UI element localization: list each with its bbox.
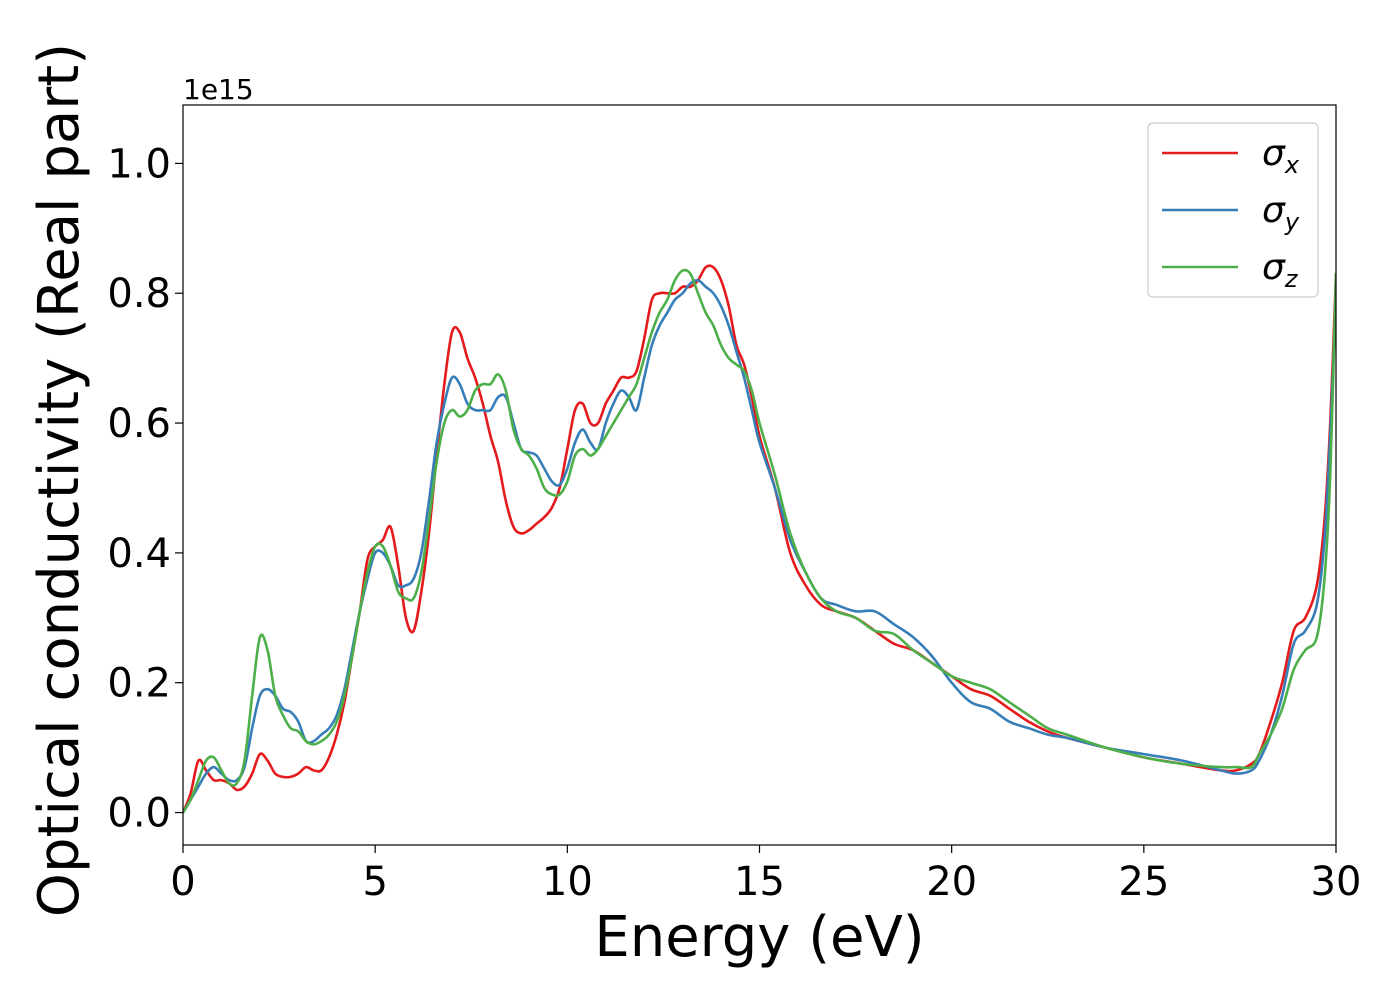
legend-label-z: σz <box>1262 247 1299 293</box>
x-tick-label: 0 <box>170 859 195 905</box>
legend-label-y: σy <box>1262 190 1300 236</box>
x-axis-label: Energy (eV) <box>594 905 924 970</box>
x-tick-label: 20 <box>926 859 977 905</box>
series-line-z <box>183 268 1336 814</box>
y-tick-label: 0.6 <box>107 401 171 447</box>
y-axis: 0.0 0.2 0.4 0.6 0.8 1.0 <box>107 141 183 837</box>
series-lines <box>183 264 1336 814</box>
y-offset-label: 1e15 <box>183 73 254 106</box>
legend-symbol: σ <box>1262 247 1286 288</box>
legend-symbol: σ <box>1262 133 1286 174</box>
y-tick-label: 0.0 <box>107 791 171 837</box>
x-tick-label: 5 <box>362 859 387 905</box>
series-line-x <box>183 264 1336 814</box>
x-tick-label: 25 <box>1118 859 1169 905</box>
legend-symbol: σ <box>1262 190 1286 231</box>
y-tick-label: 0.8 <box>107 271 171 317</box>
x-tick-label: 10 <box>542 859 593 905</box>
x-tick-label: 30 <box>1311 859 1362 905</box>
legend-subscript: z <box>1284 265 1299 293</box>
x-axis: 0 5 10 15 20 25 30 <box>170 845 1361 905</box>
legend-label-x: σx <box>1262 133 1300 179</box>
y-tick-label: 1.0 <box>107 141 171 187</box>
legend-subscript: y <box>1284 208 1300 236</box>
y-tick-label: 0.2 <box>107 661 171 707</box>
y-axis-label: Optical conductivity (Real part) <box>27 43 92 917</box>
x-tick-label: 15 <box>734 859 785 905</box>
legend-subscript: x <box>1284 151 1300 179</box>
y-tick-label: 0.4 <box>107 531 171 577</box>
